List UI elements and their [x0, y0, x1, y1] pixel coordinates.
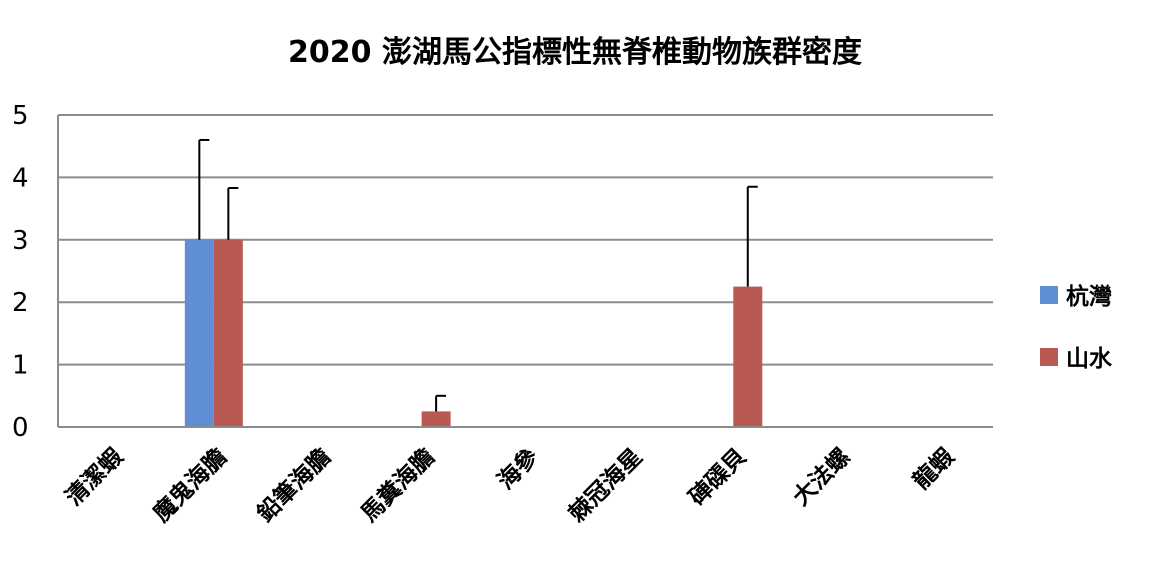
y-tick-label: 3 — [12, 226, 29, 256]
x-tick-label: 清潔蝦 — [61, 443, 129, 511]
legend-label-0: 杭灣 — [1066, 283, 1112, 310]
legend-swatch-1 — [1040, 348, 1058, 366]
legend-swatch-0 — [1040, 286, 1058, 304]
x-tick-label: 鉛筆海膽 — [252, 443, 336, 527]
x-tick-label: 棘冠海星 — [563, 443, 647, 527]
x-tick-label: 魔鬼海膽 — [148, 443, 232, 527]
x-tick-label: 海參 — [492, 442, 544, 494]
x-tick-label: 馬糞海膽 — [356, 443, 440, 527]
bars — [184, 239, 763, 427]
legend-label-1: 山水 — [1066, 346, 1113, 372]
error-bars — [198, 138, 758, 412]
x-axis-ticks: 清潔蝦 魔鬼海膽 鉛筆海膽 馬糞海膽 海參 棘冠海星 硨磲貝 大法螺 龍蝦 — [61, 442, 960, 527]
x-tick-label: 硨磲貝 — [684, 444, 751, 511]
axes — [57, 115, 993, 428]
bar-1-6 — [733, 286, 763, 427]
y-tick-label: 2 — [12, 288, 29, 318]
y-tick-label: 0 — [12, 413, 29, 443]
y-axis-ticks: 0 1 2 3 4 5 — [12, 101, 29, 443]
bar-1-3 — [421, 411, 451, 427]
x-tick-label: 龍蝦 — [908, 442, 960, 494]
y-tick-label: 1 — [12, 351, 29, 381]
chart-title: 2020 澎湖馬公指標性無脊椎動物族群密度 — [288, 35, 862, 70]
y-tick-label: 5 — [12, 101, 29, 131]
x-tick-label: 大法螺 — [788, 444, 855, 511]
bar-1-1 — [213, 239, 243, 427]
y-tick-label: 4 — [12, 163, 29, 193]
bar-0-1 — [184, 239, 214, 427]
